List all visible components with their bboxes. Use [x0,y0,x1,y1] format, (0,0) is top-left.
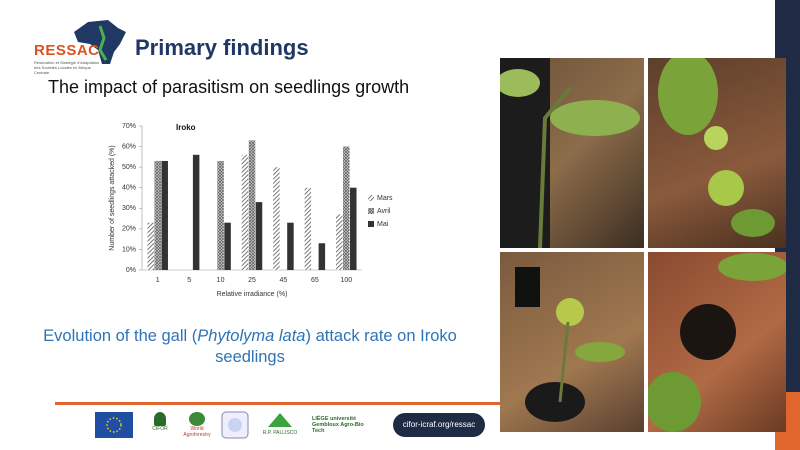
legend-swatch [368,221,374,227]
partner-name: CIFOR [152,426,168,432]
bar [287,222,294,270]
x-tick-label: 5 [187,277,191,284]
partner-name: R.P. PALLISCO [262,430,298,436]
bar [248,140,256,270]
photo [500,58,644,248]
bar [224,222,231,270]
partner-logo: LIÈGE université Gembloux Agro-Bio Tech [312,416,368,434]
bar [318,243,326,270]
bar [241,154,249,270]
x-tick-label: 45 [280,277,288,284]
partner-logo: World Agroforestry [182,412,212,438]
bar [192,154,200,270]
subtitle: The impact of parasitism on seedlings gr… [48,77,410,97]
legend-swatch [368,195,374,201]
chart: Iroko 0% 10% 20% 30% 40% 50% 60% 70% Number of se… [109,123,393,298]
bar [161,160,168,270]
y-tick-label: 0% [126,267,136,274]
title: Primary findings [135,35,309,60]
bar [255,202,263,270]
bar [147,222,154,270]
bar [304,187,312,270]
bar [154,160,161,270]
caption-text: ) attack rate on Iroko seedlings [215,327,457,366]
y-tick-label: 60% [122,143,136,150]
partner-icon [189,412,205,426]
map-detail [98,25,108,61]
caption-text: Evolution of the gall ( [43,327,198,345]
africa-logo [74,20,126,64]
y-tick-label: 20% [122,226,136,233]
photo-art [500,58,640,248]
y-tick-label: 10% [122,246,136,253]
photo-art [648,253,786,432]
eu-flag [95,412,133,438]
photo-art [515,267,625,422]
x-tick-label: 10 [217,277,225,284]
x-tick-label: 1 [156,277,160,284]
caption-species: Phytolyma lata [197,327,306,345]
legend-label: Avril [377,208,391,215]
bar [273,167,280,270]
legend-label: Mars [377,195,393,202]
x-axis-label: Relative irradiance (%) [217,291,288,298]
caption: Evolution of the gall (Phytolyma lata) a… [30,326,470,368]
y-tick-label: 70% [122,123,136,130]
logo: RESSAC [34,42,100,59]
bar [217,160,224,270]
bar [343,146,350,270]
photo [648,58,786,248]
divider [55,402,500,405]
x-tick-label: 25 [248,277,256,284]
link[interactable]: cifor-icraf.org/ressac [393,413,485,437]
legend-label: Mai [377,221,389,228]
partner-name: LIÈGE université Gembloux Agro-Bio Tech [312,416,364,434]
photo [648,252,786,432]
logo-subtitle: Restoration et Stratégie d'Adaptation de… [34,60,100,75]
partner-icon [154,412,166,426]
chart-title: Iroko [176,123,196,132]
photo-art [658,58,775,237]
bar [350,187,357,270]
x-tick-label: 100 [340,277,352,284]
partner-logo: R.P. PALLISCO [262,412,298,436]
y-axis-label: Number of seedlings attacked (%) [109,145,116,250]
legend-swatch [368,208,374,214]
y-tick-label: 40% [122,185,136,192]
x-tick-label: 65 [311,277,319,284]
partner-name: World Agroforestry [183,426,211,438]
partner-icon [268,413,292,427]
photo [500,252,644,432]
bar [336,214,343,270]
partner-logo: CIFOR [142,412,178,432]
y-tick-label: 50% [122,164,136,171]
partner-emblem [221,411,249,439]
map-shape [74,20,126,64]
y-tick-label: 30% [122,205,136,212]
